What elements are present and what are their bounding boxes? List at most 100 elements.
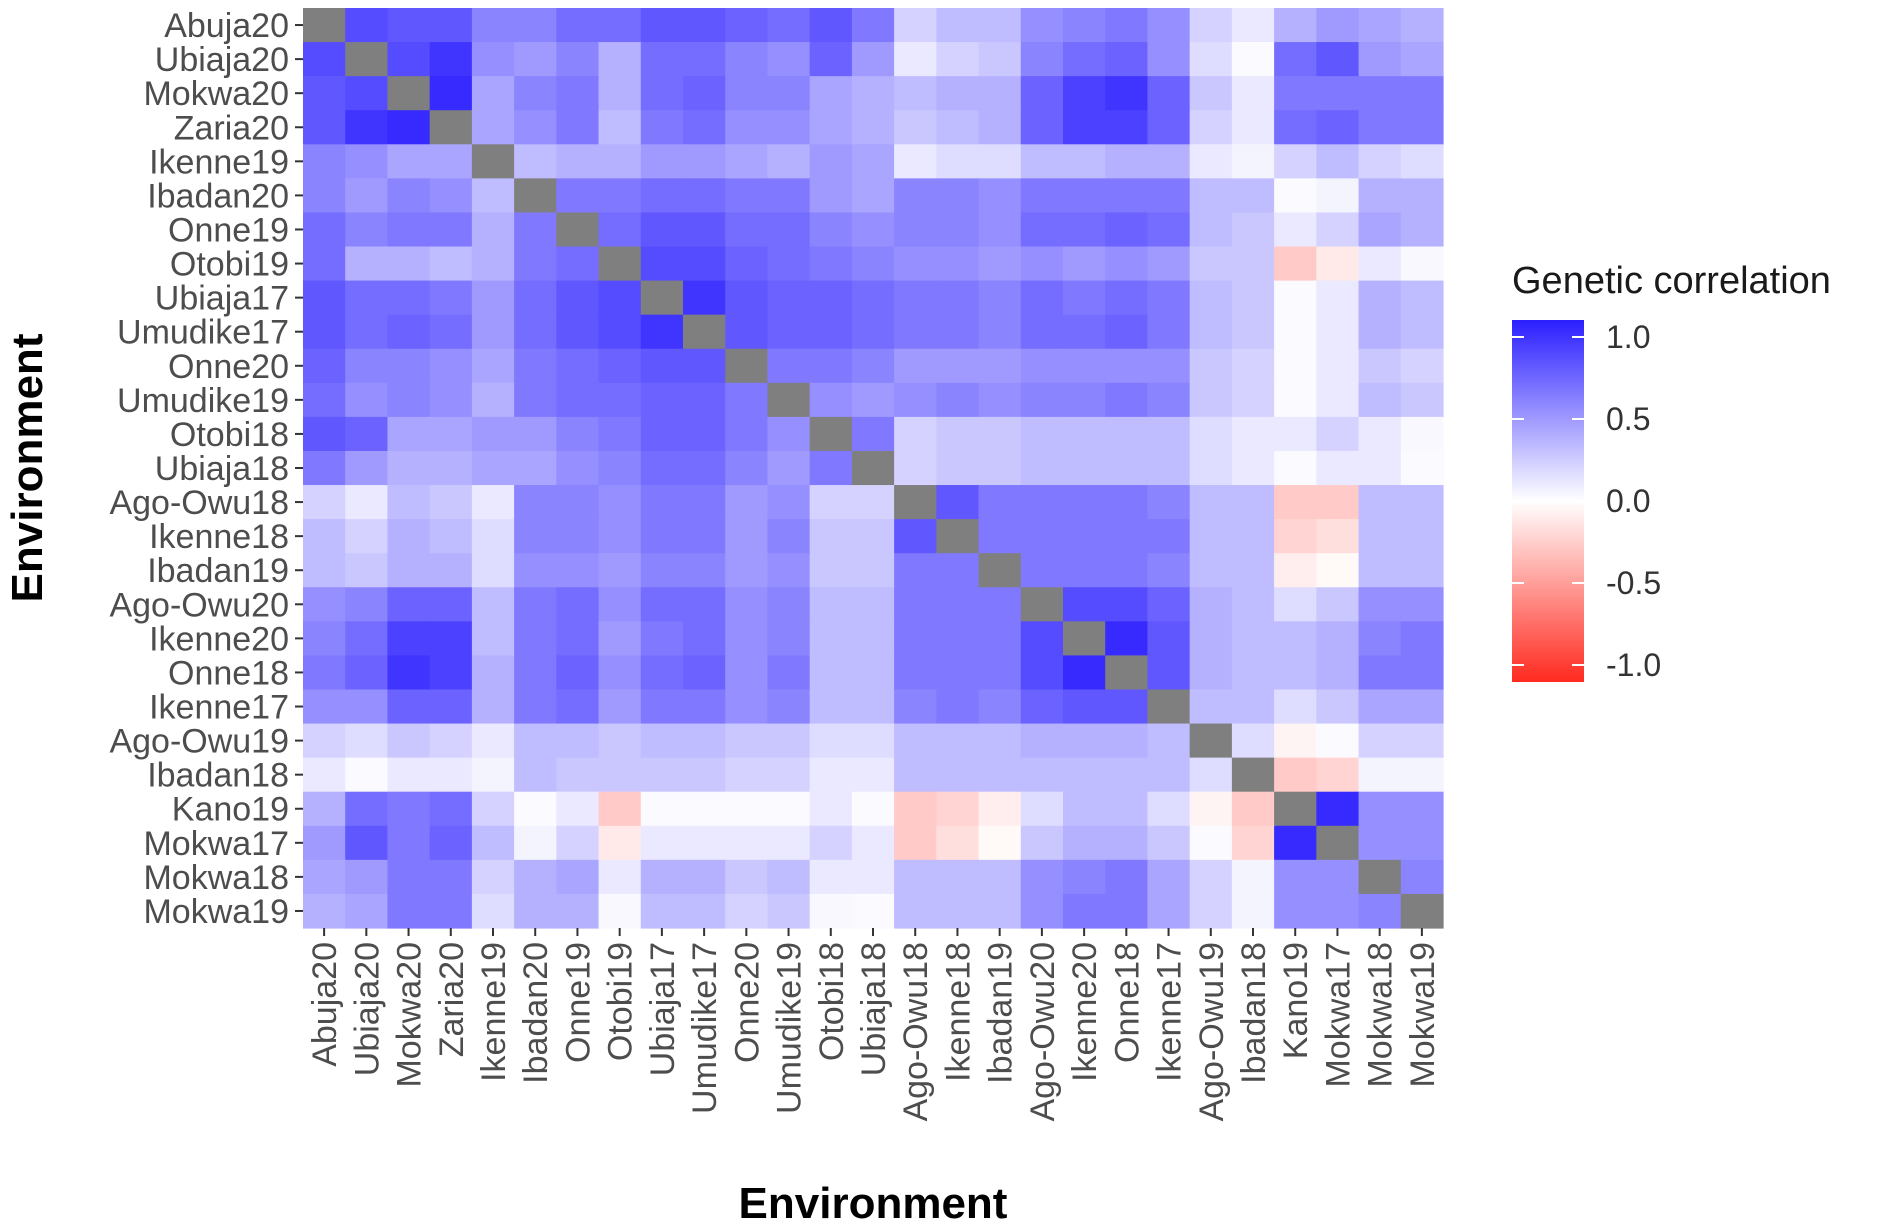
heatmap-cell-Mokwa18-Mokwa20 (387, 859, 431, 895)
heatmap-cell-Ibadan20-Otobi19 (598, 178, 642, 214)
heatmap-cell-Umudike17-Mokwa20 (387, 314, 431, 350)
heatmap-cell-Mokwa17-Onne19 (556, 825, 600, 861)
heatmap-cell-Otobi18-Ikenne20 (1063, 416, 1106, 452)
heatmap-cell-Mokwa17-Zaria20 (429, 825, 473, 861)
heatmap-cell-Ubiaja18-Ibadan19 (978, 450, 1022, 486)
heatmap-cell-Mokwa20-Ikenne20 (1063, 76, 1106, 111)
y-tick-label: Ikenne20 (149, 620, 289, 658)
heatmap-cell-Ago-Owu18-Mokwa19 (1400, 485, 1444, 520)
heatmap-cell-Ikenne17-Ibadan19 (978, 689, 1022, 725)
y-tick-label: Umudike17 (117, 314, 289, 352)
heatmap-cell-Ubiaja20-Mokwa20 (387, 42, 431, 77)
heatmap-cell-Onne20-Otobi18 (809, 348, 853, 384)
heatmap-cell-Umudike19-Mokwa17 (1316, 382, 1360, 418)
y-tick-label: Zaria20 (174, 109, 289, 147)
heatmap-cell-Ibadan19-Abuja20 (303, 553, 346, 588)
heatmap-cell-Ikenne17-Otobi19 (598, 689, 642, 725)
x-tick-label: Onne18 (1108, 942, 1146, 1063)
heatmap-cell-Umudike19-Mokwa18 (1358, 382, 1402, 418)
heatmap-cell-Otobi19-Ago-Owu20 (1020, 246, 1064, 282)
heatmap-cell-Ikenne19-Onne20 (725, 144, 769, 179)
heatmap-cell-Otobi18-Ikenne17 (1147, 416, 1191, 452)
heatmap-cell-Ikenne17-Ago-Owu20 (1020, 689, 1064, 725)
heatmap-cell-Ago-Owu18-Ikenne19 (471, 485, 515, 520)
heatmap-cell-Onne19-Zaria20 (429, 212, 473, 248)
heatmap-cell-Otobi19-Ikenne17 (1147, 246, 1191, 282)
x-tick-label: Umudike17 (686, 942, 724, 1114)
heatmap-cell-Ago-Owu20-Abuja20 (303, 587, 346, 622)
heatmap-cell-Ibadan19-Ago-Owu18 (894, 553, 937, 588)
heatmap-cell-Ikenne20-Umudike17 (683, 621, 726, 656)
heatmap-cell-Ago-Owu20-Ago-Owu19 (1189, 587, 1233, 622)
heatmap-cell-Abuja20-Ikenne20 (1063, 8, 1106, 43)
heatmap-cell-Ibadan19-Ikenne18 (936, 553, 980, 588)
heatmap-cell-Mokwa19-Ubiaja20 (345, 893, 389, 929)
x-tick-label: Abuja20 (306, 942, 344, 1067)
heatmap-cell-Ubiaja17-Ubiaja18 (851, 280, 895, 316)
heatmap-cell-Onne20-Zaria20 (429, 348, 473, 384)
heatmap-cell-Ikenne19-Ibadan18 (1231, 144, 1275, 179)
heatmap-cell-Ago-Owu18-Otobi18 (809, 485, 853, 520)
heatmap-cell-Ikenne17-Mokwa18 (1358, 689, 1402, 725)
heatmap-cell-Onne20-Ago-Owu20 (1020, 348, 1064, 384)
heatmap-cell-Umudike17-Ikenne17 (1147, 314, 1191, 350)
heatmap-cell-Ubiaja18-Ubiaja17 (640, 450, 684, 486)
heatmap-cell-Onne19-Mokwa17 (1316, 212, 1360, 248)
heatmap-cell-Ikenne18-Onne20 (725, 519, 769, 554)
heatmap-cell-Mokwa17-Umudike19 (767, 825, 811, 861)
heatmap-cell-Mokwa18-Otobi19 (598, 859, 642, 895)
heatmap-cell-Umudike17-Umudike19 (767, 314, 811, 350)
heatmap-cell-Ikenne19-Ibadan19 (978, 144, 1022, 179)
heatmap-cell-Ubiaja17-Onne20 (725, 280, 769, 316)
heatmap-cell-Ikenne18-Ikenne19 (471, 519, 515, 554)
heatmap-cell-Mokwa20-Ago-Owu18 (894, 76, 937, 111)
heatmap-cell-Mokwa17-Abuja20 (303, 825, 346, 861)
heatmap-cell-Otobi18-Ubiaja18 (851, 416, 895, 452)
heatmap-cell-Ago-Owu19-Ubiaja18 (851, 723, 895, 759)
heatmap-cell-Ibadan18-Ubiaja20 (345, 757, 389, 793)
heatmap-cell-Ikenne19-Ikenne17 (1147, 144, 1191, 179)
heatmap-cell-Ago-Owu20-Ikenne17 (1147, 587, 1191, 622)
heatmap-cell-Kano19-Abuja20 (303, 791, 346, 827)
heatmap-cell-Onne20-Umudike19 (767, 348, 811, 384)
heatmap-cell-Ubiaja17-Otobi18 (809, 280, 853, 316)
heatmap-cell-Ibadan20-Onne20 (725, 178, 769, 214)
heatmap-cell-Ibadan20-Onne18 (1105, 178, 1149, 214)
heatmap-cell-Ibadan20-Kano19 (1274, 178, 1317, 214)
heatmap-cell-Ago-Owu19-Otobi18 (809, 723, 853, 759)
heatmap-cell-Ago-Owu18-Onne19 (556, 485, 600, 520)
heatmap-cell-Ikenne20-Ago-Owu20 (1020, 621, 1064, 656)
heatmap-cell-Zaria20-Umudike19 (767, 110, 811, 145)
heatmap-cell-Ago-Owu18-Onne20 (725, 485, 769, 520)
heatmap-cell-Ikenne19-Onne18 (1105, 144, 1149, 179)
heatmap-cell-Ibadan20-Ibadan18 (1231, 178, 1275, 214)
heatmap-cell-Mokwa18-Ibadan19 (978, 859, 1022, 895)
heatmap-cell-Kano19-Mokwa19 (1400, 791, 1444, 827)
heatmap-cell-Ibadan18-Ago-Owu19 (1189, 757, 1233, 793)
heatmap-cell-Otobi19-Ikenne18 (936, 246, 980, 282)
heatmap-cell-Mokwa19-Ibadan20 (514, 893, 557, 929)
y-tick-label: Mokwa17 (143, 825, 289, 863)
heatmap-cell-Onne18-Ibadan20 (514, 655, 557, 691)
heatmap-cell-Mokwa20-Zaria20 (429, 76, 473, 111)
y-tick-label: Onne18 (168, 654, 289, 692)
heatmap-cell-Mokwa20-Otobi18 (809, 76, 853, 111)
heatmap-cell-Umudike19-Ikenne17 (1147, 382, 1191, 418)
heatmap-cell-Ikenne17-Ubiaja18 (851, 689, 895, 725)
heatmap-cell-Ibadan19-Mokwa17 (1316, 553, 1360, 588)
heatmap-cell-Umudike19-Ibadan18 (1231, 382, 1275, 418)
heatmap-cell-Ibadan18-Otobi18 (809, 757, 853, 793)
heatmap-cell-Ago-Owu19-Ikenne20 (1063, 723, 1106, 759)
heatmap-cell-Ikenne19-Ubiaja17 (640, 144, 684, 179)
heatmap-cell-Otobi19-Mokwa17 (1316, 246, 1360, 282)
heatmap-cell-Onne20-Ubiaja20 (345, 348, 389, 384)
heatmap-cell-Ikenne18-Mokwa19 (1400, 519, 1444, 554)
heatmap-cell-Ikenne18-Umudike19 (767, 519, 811, 554)
heatmap-cell-Abuja20-Umudike17 (683, 8, 726, 43)
x-axis-ticks (323, 928, 1423, 936)
heatmap-cell-Otobi19-Zaria20 (429, 246, 473, 282)
heatmap-cell-Mokwa18-Ago-Owu19 (1189, 859, 1233, 895)
heatmap-cell-Ikenne19-Umudike19 (767, 144, 811, 179)
heatmap-cell-Ago-Owu18-Kano19 (1274, 485, 1317, 520)
heatmap-cell-Ibadan19-Mokwa20 (387, 553, 431, 588)
